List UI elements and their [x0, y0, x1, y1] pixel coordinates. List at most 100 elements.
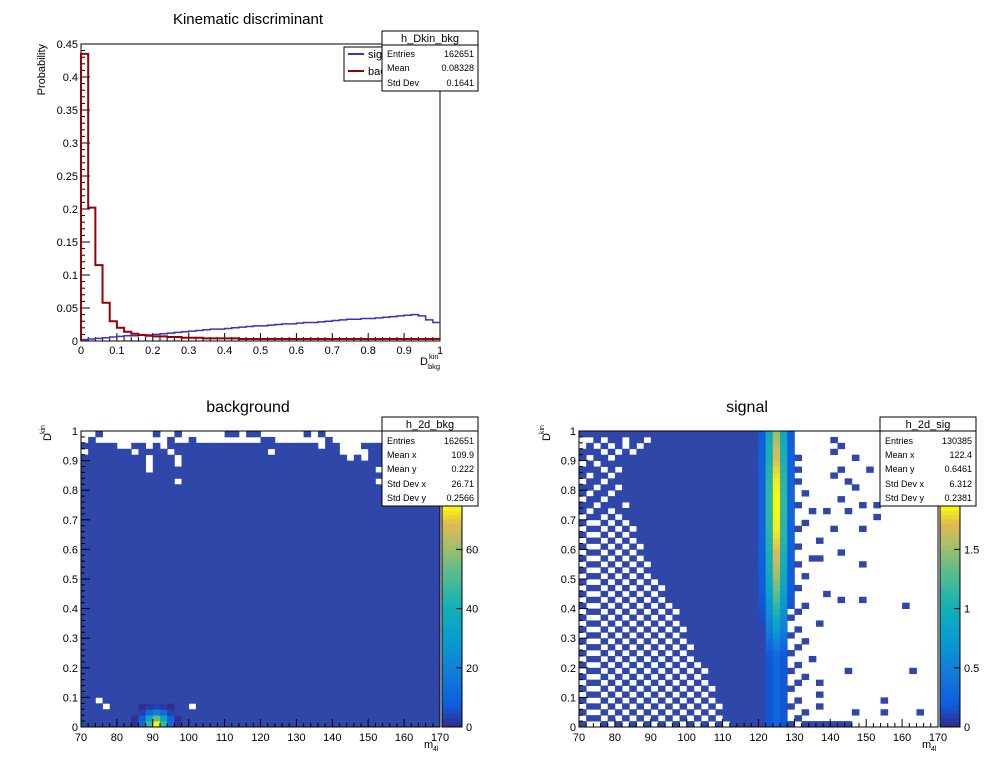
bkg-cell: [267, 632, 276, 639]
sig-cell: [780, 442, 788, 450]
bkg-cell: [267, 691, 276, 698]
bkg-cell: [231, 448, 240, 456]
bkg-cell: [95, 679, 103, 686]
bkg-cell: [418, 620, 427, 627]
bkg-cell: [88, 573, 96, 580]
bkg-cell: [332, 703, 340, 710]
sig-cell: [593, 596, 601, 604]
sig-y-axis-label-main: D: [541, 433, 553, 441]
top-y-tick-label: 0.4: [63, 72, 78, 84]
bkg-cell: [181, 590, 190, 598]
sig-cell: [679, 513, 688, 521]
bkg-cell: [267, 638, 276, 645]
bkg-palette-segment: [442, 696, 462, 701]
bkg-cell: [102, 502, 111, 509]
sig-cell: [665, 667, 673, 675]
sig-cell: [679, 715, 688, 722]
bkg-cell: [375, 567, 383, 574]
bkg-cell: [203, 460, 211, 467]
sig-cell: [715, 466, 723, 473]
bkg-cell: [138, 685, 147, 692]
bkg-cell: [88, 655, 96, 663]
bkg-cell: [432, 513, 441, 521]
sig-cell: [765, 496, 774, 503]
bkg-cell: [246, 531, 254, 538]
sig-cell: [593, 691, 601, 698]
bkg-cell: [124, 460, 132, 467]
sig-cell: [693, 608, 702, 615]
sig-cell: [722, 608, 731, 615]
bkg-cell: [411, 691, 419, 698]
bkg-cell: [432, 715, 441, 722]
bkg-cell: [152, 697, 161, 704]
sig-cell: [736, 614, 745, 621]
bkg-cell: [152, 519, 161, 527]
sig-cell: [736, 626, 745, 633]
bkg-cell: [174, 620, 182, 627]
bkg-cell: [361, 573, 369, 580]
sig-cell: [643, 525, 652, 533]
sig-cell: [650, 442, 659, 450]
sig-cell: [586, 691, 594, 698]
bkg-cell: [109, 537, 118, 544]
bkg-cell: [389, 661, 398, 669]
sig-cell: [851, 454, 860, 461]
bkg-cell: [253, 715, 261, 722]
sig-cell: [780, 584, 788, 592]
bkg-cell: [188, 584, 197, 592]
sig-y-tick-label: 0.8: [561, 485, 576, 497]
bkg-cell: [317, 584, 326, 592]
bkg-cell: [246, 561, 254, 568]
bkg-cell: [138, 608, 147, 615]
bkg-cell: [389, 620, 398, 627]
sig-cell: [708, 436, 716, 444]
sig-cell: [744, 632, 752, 639]
bkg-cell: [81, 608, 89, 615]
bkg-cell: [188, 626, 197, 633]
bkg-cell: [296, 632, 304, 639]
sig-cell: [693, 602, 702, 609]
sig-cell: [672, 460, 680, 467]
bkg-cell: [174, 466, 182, 473]
bkg-cell: [195, 650, 204, 657]
bkg-cell: [389, 507, 398, 515]
bkg-cell: [404, 561, 412, 568]
bkg-cell: [88, 715, 96, 722]
bkg-cell: [116, 460, 125, 467]
bkg-cell: [138, 543, 147, 550]
bkg-cell: [346, 543, 355, 550]
bkg-cell: [317, 555, 326, 562]
sig-cell: [665, 431, 673, 438]
sig-y-tick-label: 0.9: [561, 456, 576, 468]
bkg-cell: [224, 721, 233, 728]
sig-cell: [693, 703, 702, 710]
bkg-cell: [152, 709, 161, 716]
bkg-cell: [382, 555, 391, 562]
bkg-cell: [116, 638, 125, 645]
bkg-cell: [131, 490, 139, 497]
bkg-cell: [260, 608, 269, 615]
bkg-cell: [375, 602, 383, 609]
bkg-cell: [317, 673, 326, 681]
bkg-cell: [188, 573, 197, 580]
bkg-cell: [274, 632, 283, 639]
bkg-cell: [81, 602, 89, 609]
bkg-cell: [425, 555, 434, 562]
sig-cell: [629, 602, 637, 609]
bkg-cell: [361, 478, 369, 485]
bkg-cell: [411, 561, 419, 568]
bkg-cell: [425, 525, 434, 533]
bkg-cell: [325, 525, 333, 533]
bkg-cell: [109, 709, 118, 716]
sig-cell: [607, 466, 616, 473]
sig-cell: [636, 448, 645, 456]
bkg-cell: [310, 543, 319, 550]
bkg-cell: [361, 626, 369, 633]
bkg-cell: [210, 590, 218, 598]
bkg-cell: [418, 650, 427, 657]
sig-cell: [736, 697, 745, 704]
bkg-cell: [303, 685, 312, 692]
bkg-cell: [181, 638, 190, 645]
sig-cell: [708, 472, 716, 479]
